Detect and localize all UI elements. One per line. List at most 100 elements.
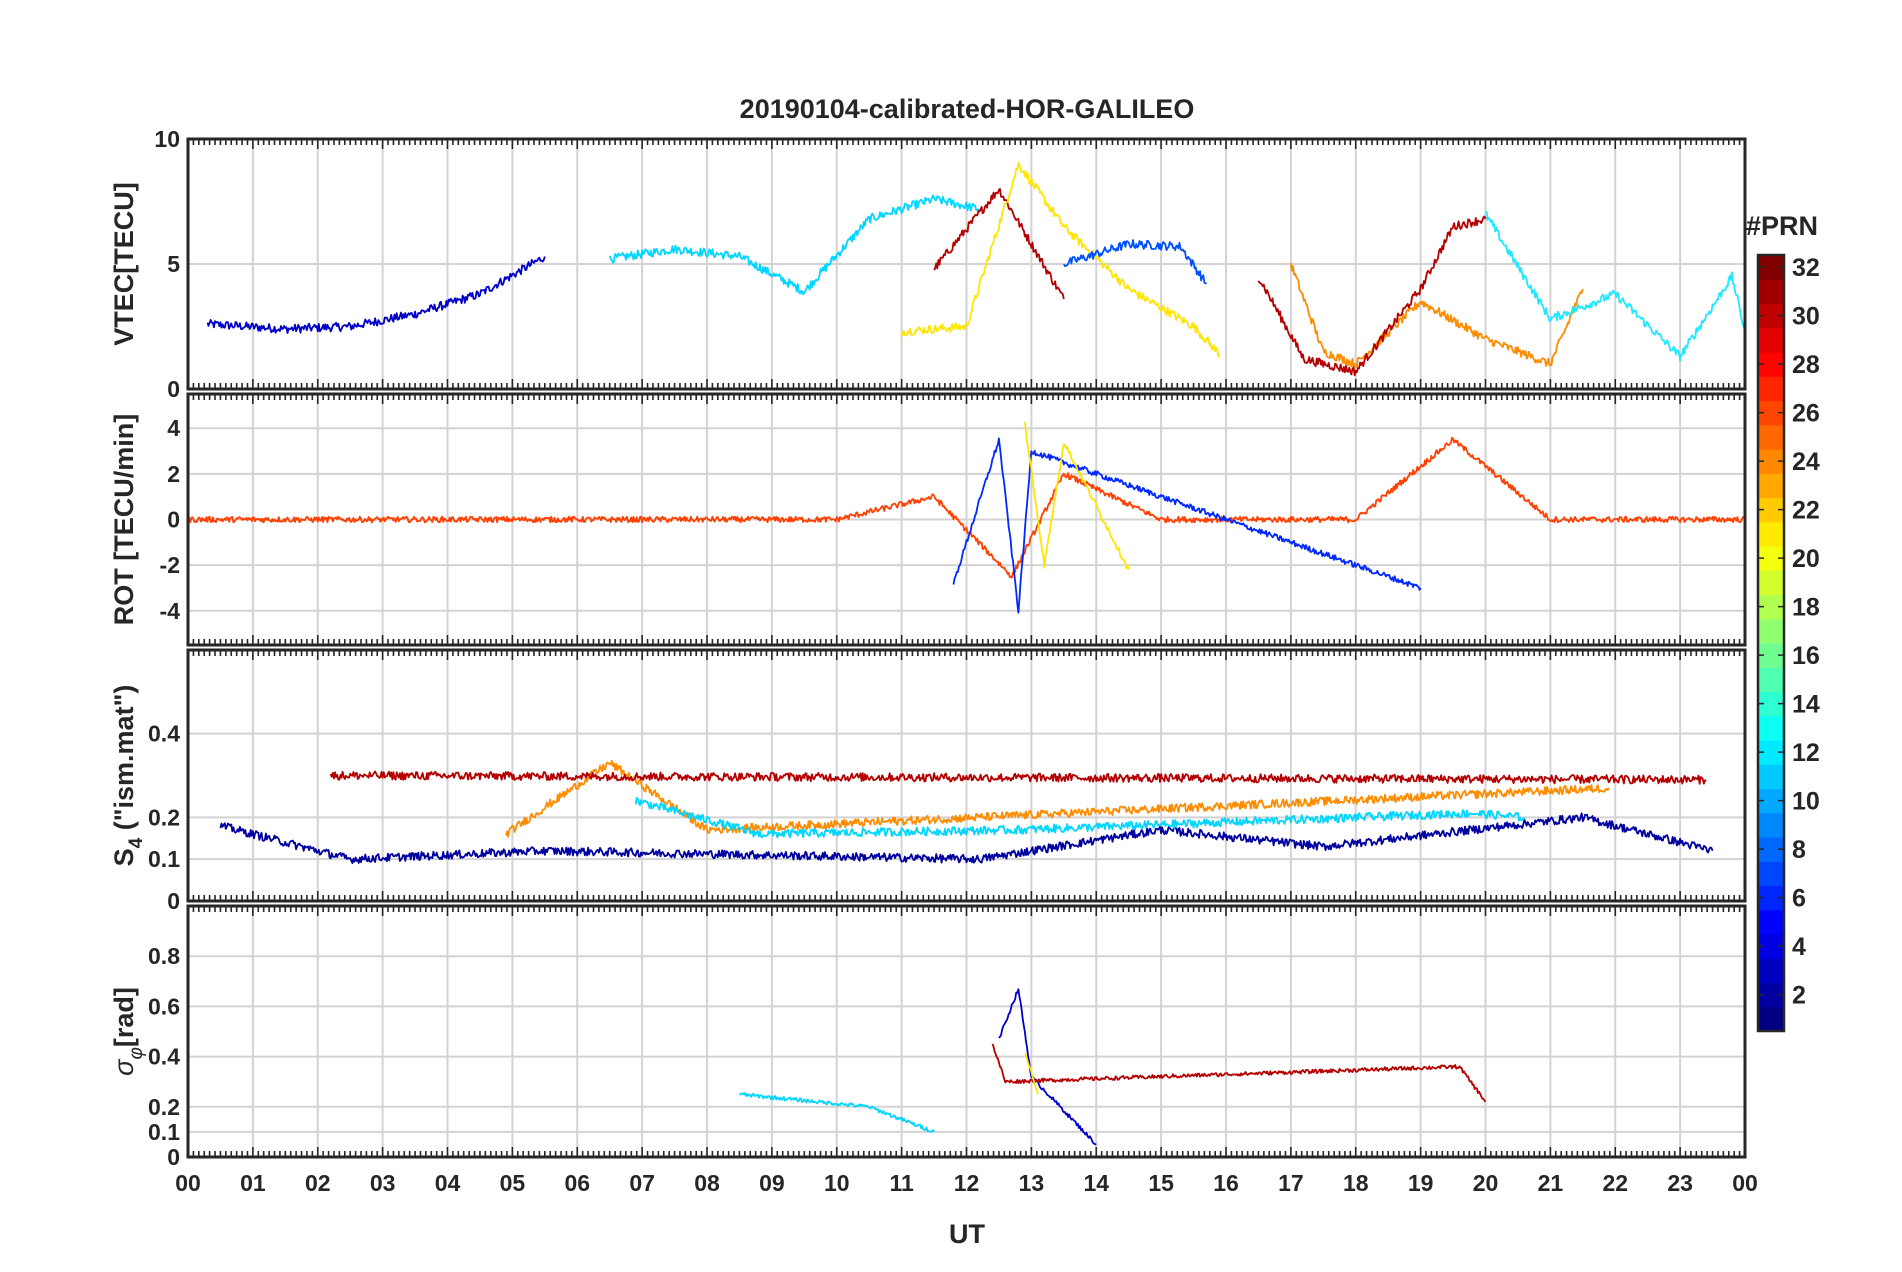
series-line-prn-3 [206, 256, 546, 335]
colorbar-segment [1758, 764, 1784, 790]
y-tick-label: 0.4 [148, 1044, 180, 1070]
colorbar-tick-label: 26 [1792, 400, 1820, 428]
series-line-prn-30 [1257, 215, 1487, 377]
x-tick-label: 18 [1343, 1170, 1369, 1196]
y-tick-label: 0 [167, 507, 180, 533]
colorbar-tick-label: 28 [1792, 351, 1820, 379]
x-tick-label: 14 [1083, 1170, 1109, 1196]
colorbar-tick-label: 18 [1792, 594, 1820, 622]
colorbar-segment [1758, 618, 1784, 644]
colorbar-tick-label: 30 [1792, 303, 1820, 331]
tick-marks [187, 394, 1746, 645]
colorbar-tick-label: 22 [1792, 497, 1820, 525]
y-axis-label: ROT [TECU/min] [109, 414, 139, 625]
y-tick-label: 0.4 [148, 721, 180, 747]
y-tick-label: -2 [160, 552, 180, 578]
colorbar-tick-label: 12 [1792, 739, 1820, 767]
series-line-prn-7 [1063, 239, 1208, 285]
colorbar-tick-label: 4 [1792, 933, 1806, 961]
colorbar-segment [1758, 473, 1784, 499]
y-tick-label: -4 [160, 598, 181, 624]
x-tick-label: 00 [175, 1170, 201, 1196]
y-tick-label: 2 [167, 461, 180, 487]
x-tick-label: 09 [759, 1170, 785, 1196]
series-line-prn-12 [738, 1092, 935, 1133]
colorbar-label: #PRN [1746, 211, 1818, 241]
series-line-prn-20 [1024, 1053, 1039, 1095]
series-group [206, 161, 1745, 377]
y-axis-label: σφ[rad] [109, 987, 147, 1076]
colorbar-segment [1758, 715, 1784, 741]
colorbar-segment [1758, 424, 1784, 450]
x-tick-label: 23 [1667, 1170, 1693, 1196]
series-line-prn-24 [505, 759, 1610, 838]
colorbar-tick-label: 32 [1792, 254, 1820, 282]
y-tick-label: 0 [167, 888, 180, 914]
series-line-prn-3 [998, 988, 1097, 1146]
colorbar-frame [1756, 253, 1786, 1033]
series-line-prn-31 [933, 188, 1065, 300]
x-tick-label: 08 [694, 1170, 720, 1196]
x-tick-label: 11 [889, 1170, 914, 1196]
panel-sigma_phi: 00.10.2 0.4 0.6 0.8σφ[rad] 00 01 02 03 04 05 06 07 0… [109, 904, 1758, 1196]
x-tick-label: 03 [370, 1170, 396, 1196]
y-tick-label: 0 [167, 376, 180, 402]
tick-marks [187, 650, 1746, 901]
tick-marks [187, 139, 1746, 389]
series-line-prn-31 [991, 1043, 1487, 1103]
colorbar-segment [1758, 570, 1784, 596]
x-tick-label: 04 [435, 1170, 461, 1196]
series-line-prn-13 [1485, 211, 1745, 362]
colorbar-tick-label: 20 [1792, 545, 1820, 573]
series-group [219, 759, 1714, 865]
y-tick-label: 5 [167, 251, 180, 277]
series-line-prn-20 [900, 161, 1221, 358]
y-tick-label: 0.2 [148, 804, 180, 830]
colorbar-segment [1758, 521, 1784, 547]
colorbar-segment [1758, 327, 1784, 353]
series-line-prn-2 [219, 812, 1714, 865]
series-line-prn-12 [608, 194, 980, 296]
colorbar-segment [1758, 667, 1784, 693]
x-tick-label: 19 [1408, 1170, 1434, 1196]
x-tick-label: 16 [1213, 1170, 1239, 1196]
grid [188, 906, 1745, 1157]
x-tick-label: 10 [824, 1170, 850, 1196]
x-tick-label: 00 [1732, 1170, 1758, 1196]
x-tick-label: 01 [240, 1170, 266, 1196]
colorbar-tick-label: 6 [1792, 885, 1806, 913]
colorbar-segment [1758, 1006, 1784, 1032]
colorbar-segment [1758, 279, 1784, 305]
y-tick-label: 0.6 [148, 993, 180, 1019]
colorbar-segment [1758, 861, 1784, 887]
figure-title: 20190104-calibrated-HOR-GALILEO [740, 94, 1195, 124]
series-line-prn-19 [1024, 421, 1130, 570]
series-group [738, 988, 1487, 1146]
x-tick-label: 02 [305, 1170, 331, 1196]
grid [188, 394, 1745, 645]
x-axis-label: UT [949, 1219, 985, 1249]
x-tick-label: 17 [1278, 1170, 1304, 1196]
colorbar-gradient [1758, 255, 1784, 1032]
colorbar-tick-label: 24 [1792, 448, 1820, 476]
tick-marks [187, 906, 1746, 1157]
colorbar-tick-label: 2 [1792, 982, 1806, 1010]
x-tick-label: 15 [1148, 1170, 1174, 1196]
x-tick-label: 21 [1538, 1170, 1564, 1196]
panel-VTEC: 0 5 10 VTEC[TECU] [109, 126, 1747, 402]
colorbar-tick-label: 14 [1792, 691, 1820, 719]
y-axis-label: VTEC[TECU] [109, 182, 139, 346]
series-line-prn-12 [634, 797, 1526, 839]
colorbar-segment [1758, 958, 1784, 984]
series-line-prn-24 [1290, 262, 1584, 369]
y-tick-label: 0.1 [148, 1119, 180, 1145]
y-tick-label: 0.8 [148, 943, 180, 969]
series-group [188, 421, 1745, 614]
y-tick-label: 0.1 [148, 846, 180, 872]
x-tick-label: 13 [1019, 1170, 1045, 1196]
y-tick-label: 0 [167, 1144, 180, 1170]
colorbar-segment [1758, 909, 1784, 935]
